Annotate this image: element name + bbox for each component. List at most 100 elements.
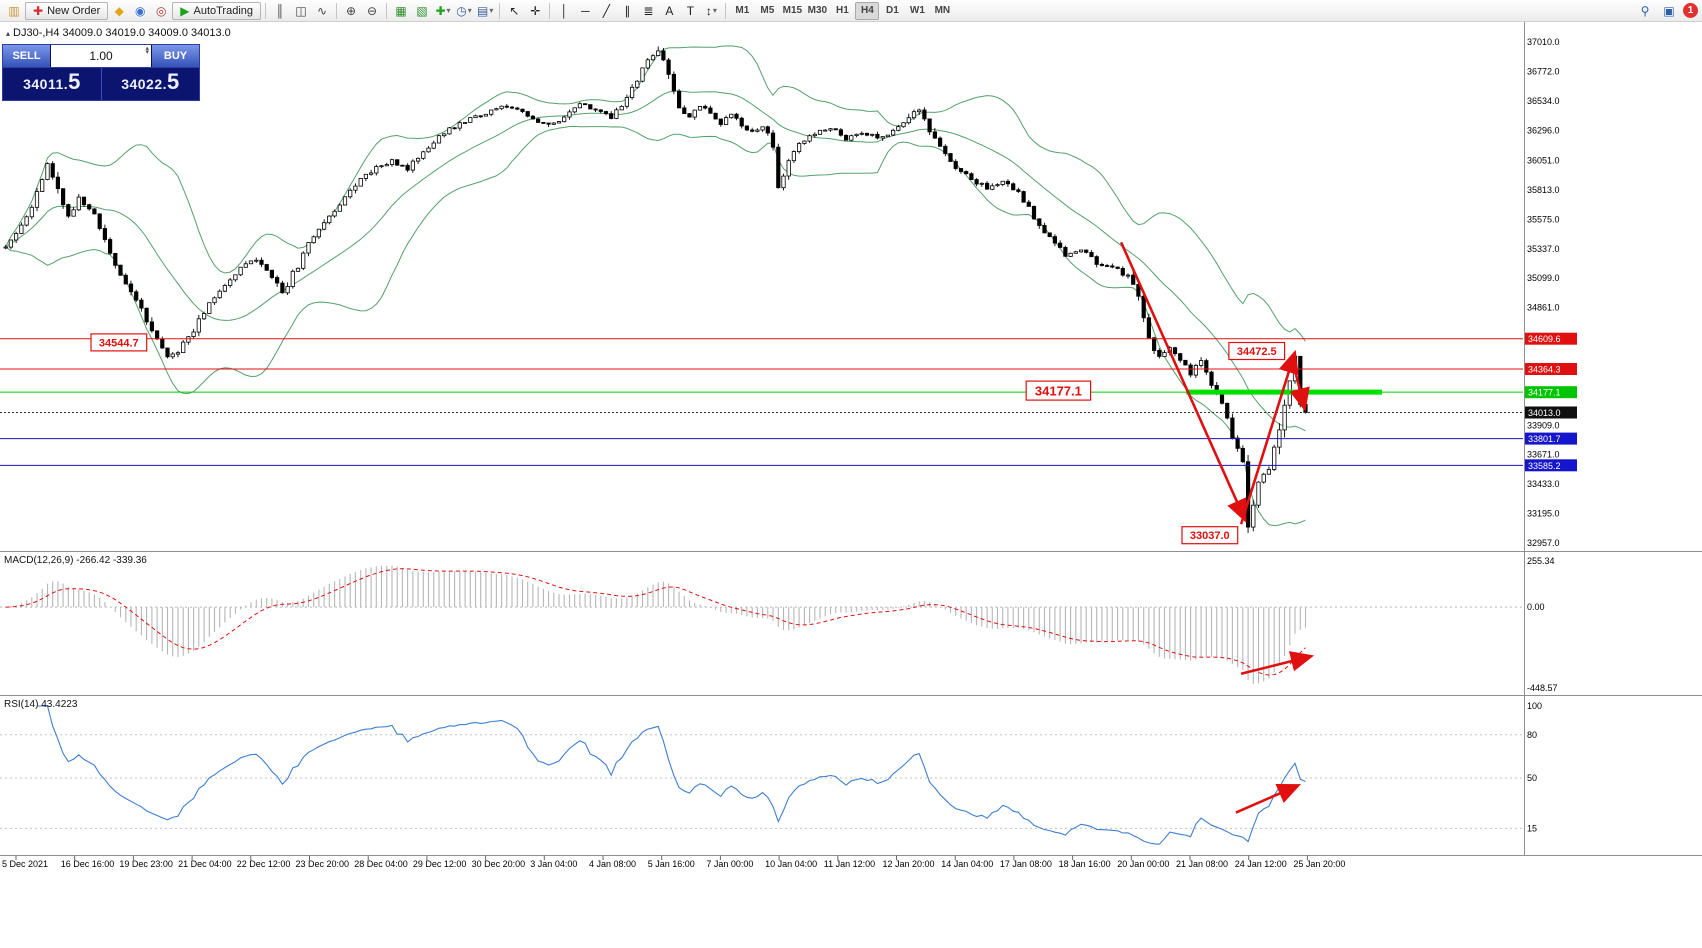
trend-arrow[interactable] bbox=[1239, 349, 1299, 525]
price-callout-box[interactable] bbox=[90, 333, 148, 352]
timeframe-d1-button[interactable]: D1 bbox=[885, 5, 899, 16]
channel-icon[interactable]: ∥ bbox=[617, 2, 637, 20]
candle-body bbox=[556, 121, 562, 124]
candle-body bbox=[118, 264, 123, 276]
price-tag bbox=[1525, 332, 1577, 345]
cursor-icon[interactable]: ↖ bbox=[504, 2, 524, 20]
toolbox-icon[interactable]: ▣ bbox=[1659, 2, 1679, 20]
candle-body bbox=[29, 206, 34, 218]
candle-body bbox=[572, 107, 577, 113]
trend-arrow[interactable] bbox=[1119, 241, 1247, 523]
fibonacci-icon[interactable]: ≣ bbox=[638, 2, 658, 20]
zoom-out-icon: ⊖ bbox=[366, 3, 378, 18]
candle-body bbox=[697, 106, 703, 111]
accounts-icon: ◉ bbox=[135, 3, 146, 18]
vertical-line-icon[interactable]: │ bbox=[554, 2, 574, 20]
cascade-windows-icon[interactable]: ▧ bbox=[412, 2, 432, 20]
arrows-icon[interactable]: ↕ ▾ bbox=[701, 2, 721, 20]
candle-body bbox=[546, 122, 551, 125]
price-callout-box[interactable] bbox=[1228, 341, 1286, 361]
candle-body bbox=[687, 113, 692, 118]
time-axis-label: 25 Jan 20:00 bbox=[1293, 859, 1345, 869]
timeframe-h4-button[interactable]: H4 bbox=[855, 1, 880, 20]
stepper-down-icon[interactable]: ▾ bbox=[145, 49, 149, 57]
notifications-badge[interactable]: 1 bbox=[1683, 3, 1698, 18]
sell-price-main: 34011. bbox=[23, 76, 69, 92]
candle-body bbox=[55, 176, 61, 190]
buy-price-big-digit: 5 bbox=[167, 69, 180, 94]
styler-icon[interactable]: ◆ bbox=[109, 2, 129, 20]
arrows-icon: ↕ bbox=[705, 3, 712, 18]
price-callout-box[interactable] bbox=[1181, 526, 1239, 545]
volume-input[interactable]: 1.00 ▴ ▾ bbox=[50, 45, 152, 67]
candle-body bbox=[692, 109, 697, 118]
tile-windows-icon[interactable]: ▦ bbox=[391, 2, 411, 20]
search-icon[interactable]: ⚲ bbox=[1635, 2, 1655, 20]
timeframe-w1-button[interactable]: W1 bbox=[909, 5, 925, 16]
candle-body bbox=[363, 173, 369, 179]
stepper-up-icon[interactable]: ▴ bbox=[145, 45, 149, 52]
crosshair-icon[interactable]: ✛ bbox=[525, 2, 545, 20]
sell-price[interactable]: 34011. 5 bbox=[3, 68, 102, 100]
macd-axis-label: 0.00 bbox=[1527, 602, 1545, 612]
candle-body bbox=[348, 189, 353, 198]
bar-chart-icon[interactable]: ║ bbox=[270, 2, 290, 20]
trendline-icon[interactable]: ╱ bbox=[596, 2, 616, 20]
annotations: 34544.7 34472.5 34177.1 33037.0 bbox=[90, 241, 1315, 814]
horizontal-line-icon[interactable]: ─ bbox=[575, 2, 595, 20]
timeframe-m1-button[interactable]: M1 bbox=[735, 5, 750, 16]
buy-button[interactable]: BUY bbox=[152, 45, 199, 67]
autotrading-button[interactable]: ▶ AutoTrading bbox=[172, 1, 262, 20]
timeframe-m5-button[interactable]: M5 bbox=[760, 5, 775, 16]
candle-body bbox=[536, 118, 541, 123]
candle-body bbox=[812, 133, 817, 137]
channel-icon: ∥ bbox=[624, 3, 631, 18]
timeframe-m30-button[interactable]: M30 bbox=[807, 5, 828, 16]
time-axis-label: 18 Jan 16:00 bbox=[1059, 859, 1111, 869]
autotrading-icon: ▶ bbox=[180, 3, 190, 18]
templates-icon[interactable]: ▤ ▾ bbox=[475, 2, 495, 20]
symbol-marker-icon: ▴ bbox=[6, 29, 11, 38]
crosshair-icon: ✛ bbox=[530, 3, 541, 18]
periods-icon[interactable]: ◷ ▾ bbox=[454, 2, 474, 20]
candle-body bbox=[144, 307, 149, 323]
price-callout-box[interactable] bbox=[1025, 380, 1092, 401]
text-label-icon[interactable]: T bbox=[680, 2, 700, 20]
candle-body bbox=[1152, 337, 1157, 351]
candle-body bbox=[938, 137, 943, 147]
timeframe-mn-button[interactable]: MN bbox=[934, 5, 951, 16]
toolbar-separator bbox=[549, 2, 551, 19]
price-axis-label: 33433.0 bbox=[1527, 479, 1560, 489]
trend-arrow[interactable] bbox=[1240, 651, 1315, 676]
timeframe-h1-button[interactable]: H1 bbox=[835, 5, 849, 16]
accounts-icon[interactable]: ◉ bbox=[130, 2, 150, 20]
candle-body bbox=[358, 177, 363, 187]
indicators-icon[interactable]: ✚ ▾ bbox=[433, 2, 453, 20]
trend-arrow[interactable] bbox=[1289, 355, 1310, 412]
terminal-icon[interactable]: ▥ bbox=[4, 2, 24, 20]
candle-body bbox=[744, 125, 750, 131]
timeframe-m15-button[interactable]: M15 bbox=[782, 5, 803, 16]
candle-body bbox=[1230, 417, 1235, 439]
trend-arrow[interactable] bbox=[1235, 783, 1301, 814]
publisher-icon[interactable]: ◎ bbox=[151, 2, 171, 20]
macd-axis-label: 255.34 bbox=[1527, 556, 1555, 566]
zoom-out-icon[interactable]: ⊖ bbox=[362, 2, 382, 20]
candle-body bbox=[1084, 249, 1089, 253]
candle-body bbox=[181, 341, 186, 354]
line-chart-icon[interactable]: ∿ bbox=[312, 2, 332, 20]
candle-body bbox=[1199, 360, 1204, 366]
toolbar-separator bbox=[725, 2, 727, 19]
sell-button[interactable]: SELL bbox=[3, 45, 50, 67]
text-label-icon: T bbox=[686, 3, 695, 18]
new-order-button[interactable]: ✚ New Order bbox=[25, 1, 109, 20]
zoom-in-icon[interactable]: ⊕ bbox=[341, 2, 361, 20]
candlestick-chart-icon[interactable]: ◫ bbox=[291, 2, 311, 20]
candle-body bbox=[948, 153, 953, 162]
buy-price[interactable]: 34022. 5 bbox=[102, 68, 200, 100]
volume-stepper[interactable]: ▴ ▾ bbox=[145, 45, 149, 57]
text-icon[interactable]: A bbox=[659, 2, 679, 20]
price-callout-text: 34544.7 bbox=[99, 337, 139, 349]
candle-body bbox=[791, 151, 797, 162]
